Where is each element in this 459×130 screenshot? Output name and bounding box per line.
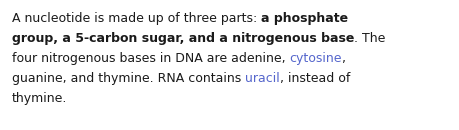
Text: , instead of: , instead of <box>280 72 350 85</box>
Text: uracil: uracil <box>245 72 280 85</box>
Text: a phosphate: a phosphate <box>261 12 347 25</box>
Text: group, a 5-carbon sugar, and a nitrogenous base: group, a 5-carbon sugar, and a nitrogeno… <box>12 32 353 45</box>
Text: thymine.: thymine. <box>12 92 67 105</box>
Text: four nitrogenous bases in DNA are adenine,: four nitrogenous bases in DNA are adenin… <box>12 52 289 65</box>
Text: guanine, and thymine. RNA contains: guanine, and thymine. RNA contains <box>12 72 245 85</box>
Text: cytosine: cytosine <box>289 52 341 65</box>
Text: A nucleotide is made up of three parts:: A nucleotide is made up of three parts: <box>12 12 261 25</box>
Text: ,: , <box>341 52 345 65</box>
Text: . The: . The <box>353 32 385 45</box>
